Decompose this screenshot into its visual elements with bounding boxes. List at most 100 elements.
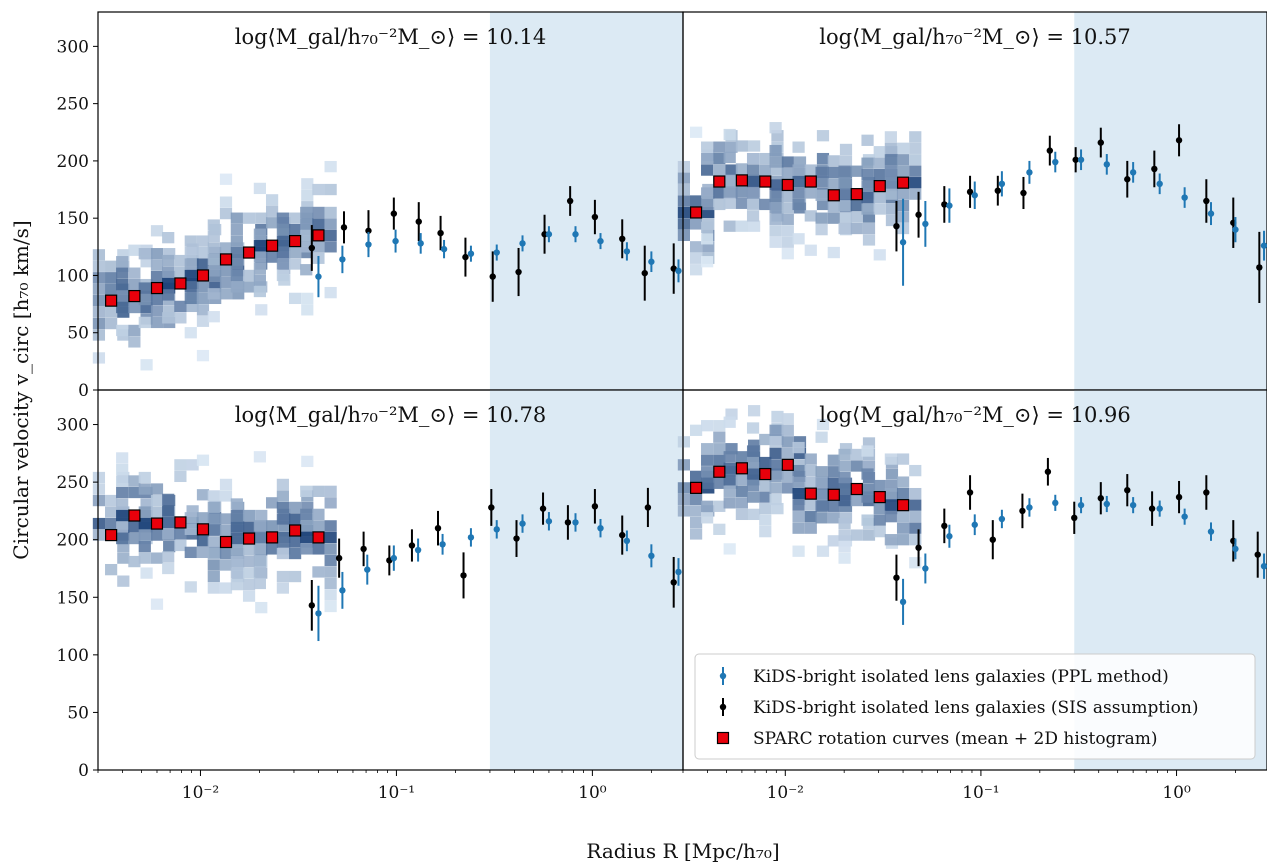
histogram-cell (150, 506, 164, 518)
histogram-cell (746, 210, 760, 222)
histogram-cell (312, 508, 325, 521)
sparc-point (174, 277, 187, 290)
histogram-cell (759, 456, 772, 469)
histogram-cell (862, 234, 876, 246)
histogram-cell (839, 500, 853, 512)
sparc-mean-series (105, 229, 325, 307)
histogram-cell (735, 220, 748, 232)
histogram-cell (816, 545, 830, 557)
sparc-point (804, 487, 817, 500)
histogram-cell (713, 523, 726, 535)
histogram-cell (909, 177, 922, 189)
histogram-cell (702, 241, 715, 253)
ppl-point (467, 534, 475, 541)
histogram-cell (747, 140, 761, 152)
histogram-cell (92, 249, 106, 261)
histogram-cell (150, 270, 164, 283)
histogram-cell (896, 487, 910, 500)
histogram-cell (792, 522, 805, 534)
histogram-cell (128, 336, 141, 348)
histogram-cell (689, 516, 703, 529)
histogram-cell (265, 543, 279, 555)
y-tick-label: 300 (57, 416, 89, 436)
histogram-cell (896, 188, 910, 200)
histogram-cell (138, 517, 151, 530)
x-tick-label: 10⁻¹ (378, 783, 415, 803)
histogram-cell (207, 230, 220, 243)
histogram-cell (219, 288, 233, 300)
histogram-cell (769, 202, 782, 214)
histogram-cell (324, 218, 337, 230)
sis-point (644, 504, 652, 511)
ppl-point (1129, 169, 1137, 176)
ppl-point (899, 598, 907, 606)
histogram-cell (140, 256, 153, 268)
histogram-cell (792, 175, 805, 188)
histogram-cell (174, 470, 187, 483)
histogram-cell (792, 164, 805, 176)
y-tick-label: 200 (57, 152, 89, 172)
histogram-cell (759, 198, 772, 211)
sis-point (670, 265, 677, 272)
histogram-cell (184, 258, 197, 270)
histogram-cell (128, 267, 141, 279)
sparc-point (242, 246, 256, 259)
histogram-cell (769, 436, 782, 448)
sparc-point (128, 509, 141, 522)
ppl-point (1156, 180, 1163, 188)
histogram-cell (816, 418, 830, 431)
histogram-cell (242, 521, 256, 533)
histogram-cell (896, 142, 910, 154)
ppl-series (899, 494, 1267, 625)
histogram-cell (253, 182, 266, 195)
histogram-cell (300, 520, 313, 532)
histogram-cell (186, 459, 199, 471)
histogram-cell (792, 487, 805, 500)
histogram-cell (230, 578, 243, 591)
sis-point (966, 188, 974, 196)
histogram-cell (230, 498, 243, 510)
histogram-cell (861, 203, 874, 215)
histogram-cell (909, 154, 922, 166)
ppl-point (922, 565, 929, 572)
histogram-cell (771, 130, 784, 142)
histogram-cell (850, 494, 863, 507)
histogram-cell (105, 306, 118, 318)
sis-point (308, 244, 316, 252)
histogram-cell (838, 188, 851, 200)
histogram-cell (909, 131, 922, 143)
histogram-cell (896, 522, 910, 534)
histogram-cell (312, 218, 325, 230)
sis-point (408, 542, 416, 549)
ppl-point (439, 541, 446, 548)
ppl-point (572, 519, 579, 526)
histogram-cell (769, 213, 782, 225)
histogram-cell (781, 202, 794, 214)
sis-point (1019, 507, 1026, 515)
x-tick-label: 10⁻¹ (962, 783, 999, 803)
sparc-point (896, 176, 910, 189)
ppl-point (545, 518, 553, 525)
sis-point (1151, 165, 1158, 173)
histogram-cell (769, 470, 782, 483)
histogram-cell (105, 517, 118, 530)
histogram-cell (116, 267, 129, 279)
histogram-cell (209, 281, 222, 293)
ppl-point (998, 515, 1006, 523)
histogram-cell (219, 276, 233, 288)
histogram-cell (312, 183, 325, 196)
histogram-cell (792, 233, 805, 245)
histogram-cell (162, 232, 175, 244)
histogram-cell (138, 552, 151, 564)
sparc-point (713, 465, 726, 478)
histogram-cell (207, 547, 220, 560)
histogram-cell (701, 256, 714, 268)
sparc-mean-series (689, 174, 910, 219)
histogram-cell (781, 447, 794, 459)
sparc-point (242, 532, 256, 545)
histogram-cell (838, 448, 851, 461)
histogram-cell (288, 513, 302, 525)
histogram-cell (759, 514, 772, 526)
histogram-cell (689, 126, 703, 138)
